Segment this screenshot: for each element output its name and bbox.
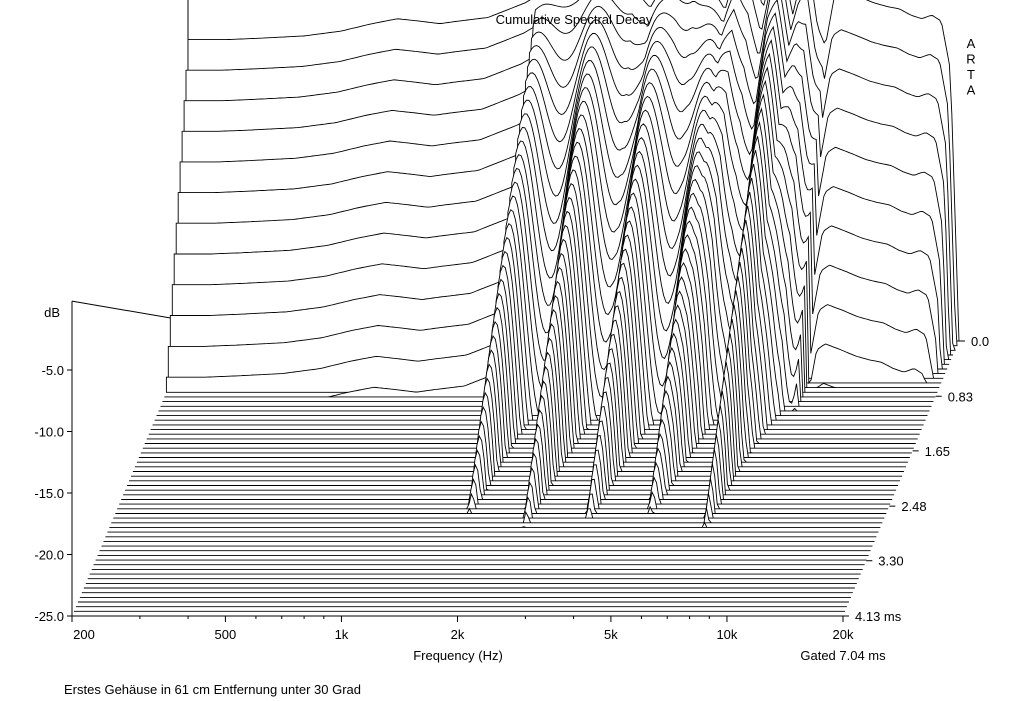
time-tick-label: 0.83 xyxy=(948,389,973,404)
time-tick-label: 4.13 ms xyxy=(855,609,902,624)
decay-slice xyxy=(123,419,895,496)
time-tick-label: 1.65 xyxy=(925,444,950,459)
decay-slice xyxy=(138,304,910,458)
x-tick-label: 200 xyxy=(73,627,95,642)
decay-slice xyxy=(140,290,912,454)
gate-time-label: Gated 7.04 ms xyxy=(800,648,886,663)
x-axis-label: Frequency (Hz) xyxy=(413,648,503,663)
x-tick-label: 500 xyxy=(215,627,237,642)
arta-logo-letter: T xyxy=(967,67,975,82)
decay-slice xyxy=(125,405,897,491)
decay-slice xyxy=(117,463,889,510)
y-axis-label: dB xyxy=(44,305,60,320)
decay-slice xyxy=(142,276,914,449)
decay-slice xyxy=(144,262,916,444)
decay-slice xyxy=(115,478,887,514)
decay-slice xyxy=(127,390,899,486)
y-tick-label: -15.0 xyxy=(34,486,64,501)
decay-slice xyxy=(136,318,908,463)
x-tick-label: 2k xyxy=(451,627,465,642)
decay-slices xyxy=(72,0,960,617)
chart-axes: -5.0 -10.0 -15.0 -20.0 -25.0 200 500 1k 2k 5k 10k 2… xyxy=(34,334,989,642)
side-wall-edge xyxy=(71,300,189,322)
decay-slice xyxy=(121,434,893,500)
arta-logo-letter: R xyxy=(966,52,975,67)
time-tick-label: 3.30 xyxy=(878,554,903,569)
decay-slice xyxy=(119,448,891,505)
decay-slice xyxy=(146,247,918,440)
y-tick-label: -25.0 xyxy=(34,609,64,624)
arta-logo-letter: A xyxy=(967,36,976,51)
decay-slice xyxy=(111,507,883,524)
decay-slice xyxy=(131,361,902,477)
chart-title: Cumulative Spectral Decay xyxy=(496,12,653,27)
arta-logo-letter: A xyxy=(967,83,976,98)
y-tick-label: -10.0 xyxy=(34,425,64,440)
time-tick-label: 0.0 xyxy=(971,334,989,349)
x-tick-label: 1k xyxy=(335,627,349,642)
decay-slice xyxy=(113,492,885,519)
y-tick-label: -5.0 xyxy=(42,363,64,378)
x-tick-label: 10k xyxy=(716,627,737,642)
x-tick-label: 5k xyxy=(604,627,618,642)
decay-slice xyxy=(134,333,906,468)
y-tick-label: -20.0 xyxy=(34,548,64,563)
decay-slice xyxy=(109,521,881,528)
decay-slice xyxy=(129,376,900,482)
time-tick-label: 2.48 xyxy=(901,499,926,514)
measurement-caption: Erstes Gehäuse in 61 cm Entfernung unter… xyxy=(64,682,362,697)
decay-slice xyxy=(132,347,904,472)
x-tick-label: 20k xyxy=(833,627,854,642)
